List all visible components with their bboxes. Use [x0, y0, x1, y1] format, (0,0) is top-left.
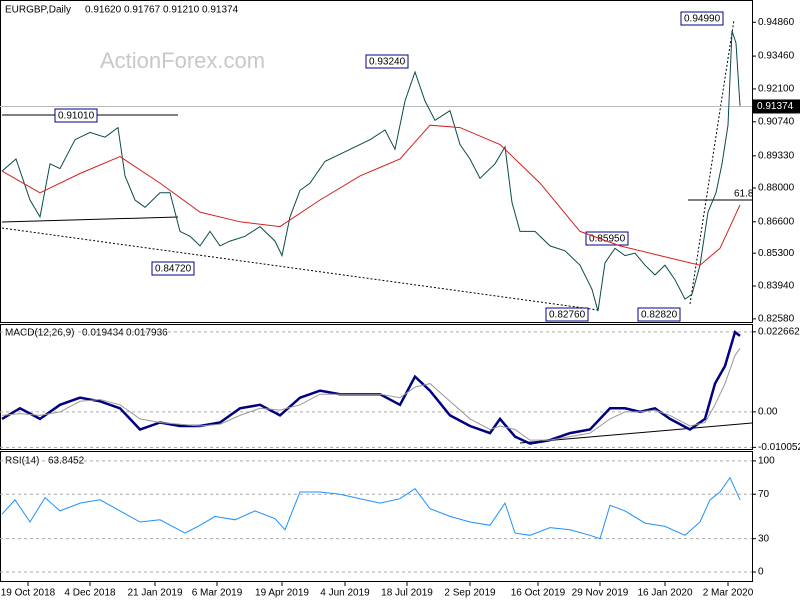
y-tick-label: 0 [758, 567, 764, 578]
header-high: 0.91767 [124, 5, 161, 16]
annotation-box [54, 108, 98, 123]
x-tick-label: 6 Mar 2019 [192, 588, 243, 599]
annotation-box [365, 54, 409, 69]
header-low: 0.91210 [163, 5, 200, 16]
rsi-panel [0, 451, 753, 582]
x-tick-label: 29 Nov 2019 [572, 588, 629, 599]
x-tick-label: 19 Oct 2018 [1, 588, 56, 599]
y-tick-label: 100 [758, 456, 775, 467]
series-line [1, 124, 741, 266]
x-tick-label: 21 Jan 2019 [127, 588, 182, 599]
annotation: 0.85950 [589, 234, 626, 245]
y-tick-label: -0.010052 [758, 442, 800, 453]
current-price-label: 0.91374 [757, 101, 794, 112]
x-tick-label: 19 Apr 2019 [255, 588, 309, 599]
header-title: EURGBP,Daily [5, 5, 71, 16]
trend-line [519, 422, 753, 444]
current-price-box [753, 99, 800, 114]
annotation-box [151, 261, 195, 276]
annotation-box [585, 231, 629, 246]
trend-line [1, 227, 599, 311]
y-tick-label: 70 [758, 489, 770, 500]
fib-label: 61.8 [734, 189, 754, 200]
annotation-box [545, 307, 589, 322]
annotation: 0.84720 [155, 264, 192, 275]
annotation: 0.91010 [58, 111, 95, 122]
y-tick-label: 0.85300 [758, 248, 795, 259]
y-tick-label: 0.00 [758, 407, 778, 418]
x-tick-label: 2 Mar 2020 [703, 588, 754, 599]
annotation: 0.94990 [684, 14, 721, 25]
series-line [1, 330, 741, 445]
x-tick-label: 16 Jan 2020 [637, 588, 692, 599]
x-tick-label: 4 Dec 2018 [64, 588, 116, 599]
y-tick-label: 0.82580 [758, 314, 795, 325]
watermark: ActionForex.com [100, 48, 265, 73]
series-line [1, 476, 741, 540]
y-tick-label: 0.88000 [758, 183, 795, 194]
series-line [1, 348, 741, 441]
trend-line [689, 19, 735, 305]
y-tick-label: 0.89330 [758, 150, 795, 161]
annotation-box [680, 11, 724, 26]
y-tick-label: 0.90740 [758, 116, 795, 127]
trend-line [1, 216, 179, 223]
rsi-title: RSI(14) [5, 456, 39, 467]
y-tick-label: 0.93460 [758, 51, 795, 62]
y-tick-label: 30 [758, 533, 770, 544]
annotation-box [637, 307, 681, 322]
x-tick-label: 4 Jun 2019 [320, 588, 370, 599]
header-open: 0.91620 [85, 5, 122, 16]
y-tick-label: 0.86600 [758, 216, 795, 227]
x-tick-label: 16 Oct 2019 [511, 588, 566, 599]
macd-value: 0.019434 [82, 328, 124, 339]
signal-value: 0.017936 [126, 328, 168, 339]
annotation: 0.82820 [641, 310, 678, 321]
series-line [1, 30, 741, 312]
header-close: 0.91374 [202, 5, 239, 16]
annotation: 0.93240 [369, 57, 406, 68]
y-tick-label: 0.92100 [758, 84, 795, 95]
price-panel [0, 0, 753, 323]
macd-panel [0, 324, 753, 450]
x-tick-label: 18 Jul 2019 [381, 588, 433, 599]
x-tick-label: 2 Sep 2019 [444, 588, 496, 599]
y-tick-label: 0.94860 [758, 17, 795, 28]
y-tick-label: 0.83940 [758, 281, 795, 292]
annotation: 0.82760 [549, 310, 586, 321]
macd-title: MACD(12,26,9) [5, 328, 74, 339]
y-tick-label: 0.022662 [758, 326, 800, 337]
